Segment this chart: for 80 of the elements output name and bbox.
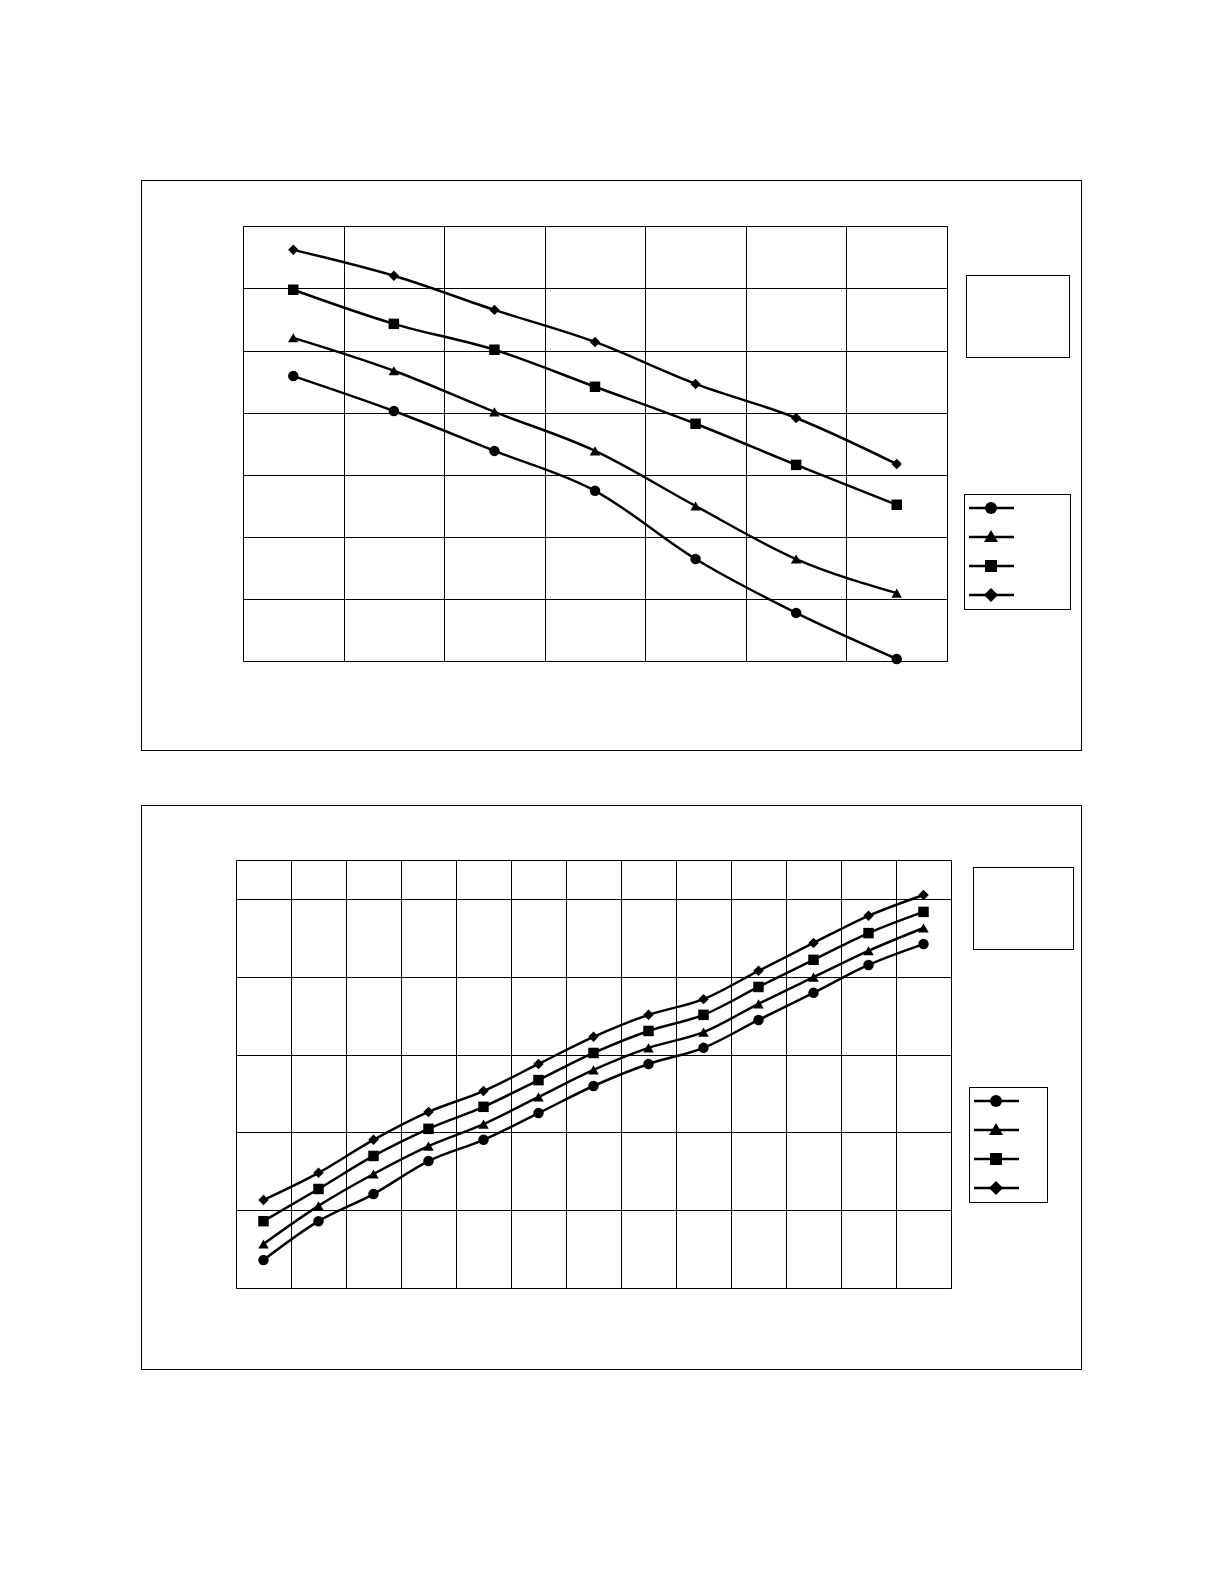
point	[588, 1047, 599, 1059]
point	[489, 304, 500, 316]
point	[808, 972, 819, 982]
point	[863, 927, 874, 939]
point	[918, 889, 929, 901]
point	[589, 381, 601, 392]
point	[690, 378, 701, 390]
point	[808, 954, 819, 966]
point	[589, 485, 601, 497]
point	[891, 499, 902, 511]
point	[588, 1080, 599, 1092]
point	[478, 1101, 489, 1113]
point	[790, 554, 802, 564]
point	[258, 1254, 269, 1266]
point	[643, 1043, 654, 1053]
point	[588, 1065, 599, 1075]
point	[918, 923, 929, 933]
point	[423, 1123, 434, 1135]
point	[288, 244, 299, 256]
point	[863, 910, 874, 922]
point	[489, 344, 500, 355]
point	[533, 1092, 544, 1102]
point	[589, 336, 601, 348]
point	[258, 1194, 269, 1206]
point	[790, 459, 802, 471]
point	[698, 1042, 709, 1054]
point	[478, 1134, 489, 1146]
point	[368, 1169, 379, 1179]
point	[313, 1201, 324, 1211]
point	[368, 1188, 379, 1200]
point	[489, 445, 500, 457]
point	[690, 553, 701, 565]
point	[258, 1215, 269, 1227]
point	[790, 412, 802, 424]
point	[753, 999, 764, 1009]
point	[423, 1106, 434, 1118]
point	[863, 959, 874, 971]
point	[918, 938, 929, 950]
point	[690, 418, 701, 430]
point	[808, 987, 819, 999]
point	[643, 1009, 654, 1021]
point	[790, 607, 802, 619]
point	[368, 1150, 379, 1162]
point	[690, 501, 701, 511]
point	[643, 1058, 654, 1070]
point	[753, 1014, 764, 1026]
point	[891, 588, 902, 598]
point	[891, 653, 902, 665]
point	[589, 446, 601, 456]
point	[313, 1183, 324, 1195]
point	[533, 1107, 544, 1119]
point	[489, 407, 500, 417]
point	[863, 946, 874, 956]
point	[643, 1025, 654, 1037]
point	[588, 1031, 599, 1043]
point	[388, 366, 400, 376]
point	[698, 1027, 709, 1037]
point	[808, 937, 819, 949]
point	[478, 1119, 489, 1129]
point	[478, 1085, 489, 1097]
point	[388, 405, 400, 417]
point	[313, 1167, 324, 1179]
point	[423, 1141, 434, 1151]
point	[368, 1134, 379, 1146]
point	[258, 1239, 269, 1249]
point	[698, 993, 709, 1005]
point	[388, 318, 400, 330]
point	[891, 458, 902, 470]
point	[423, 1155, 434, 1167]
point	[533, 1074, 544, 1086]
point	[698, 1009, 709, 1021]
point	[288, 284, 299, 295]
point	[313, 1215, 324, 1227]
point	[388, 270, 400, 281]
point	[918, 906, 929, 918]
point	[753, 965, 764, 977]
point	[288, 370, 299, 382]
point	[753, 981, 764, 993]
point	[288, 333, 299, 343]
point	[533, 1058, 544, 1070]
